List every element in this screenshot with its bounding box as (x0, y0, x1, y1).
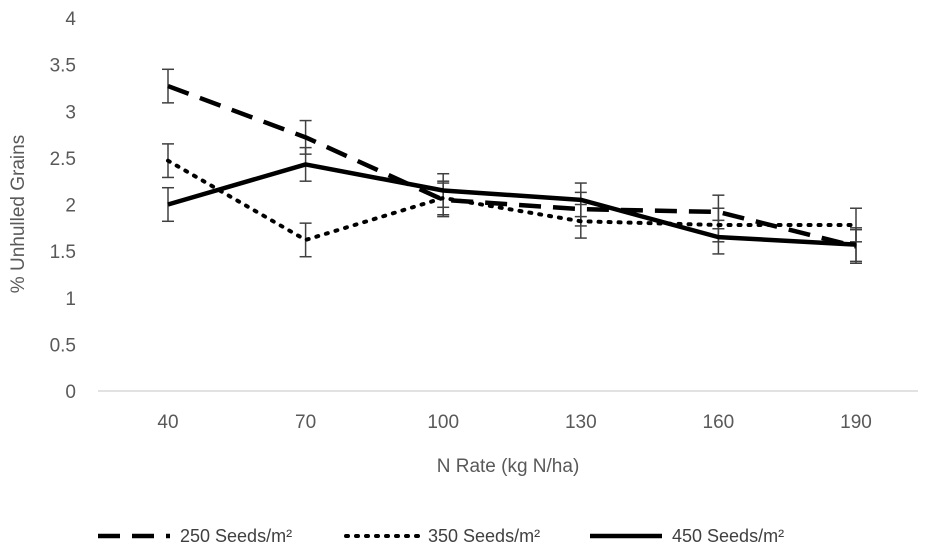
legend-item: 350 Seeds/m² (344, 526, 540, 546)
y-tick-label: 2 (65, 196, 76, 217)
legend-label: 250 Seeds/m² (180, 526, 292, 546)
x-tick-label: 100 (427, 412, 459, 433)
legend-label: 350 Seeds/m² (428, 526, 540, 546)
y-tick-label: 0 (65, 382, 76, 403)
x-tick-label: 70 (295, 412, 316, 433)
legend-label: 450 Seeds/m² (672, 526, 784, 546)
y-tick-label: 3 (65, 102, 76, 123)
x-tick-label: 190 (840, 412, 872, 433)
series-line (167, 83, 857, 249)
error-bars (162, 68, 862, 264)
y-axis-title: % Unhulled Grains (8, 135, 29, 293)
y-tick-label: 2.5 (50, 149, 76, 170)
x-axis-ticks: 40 70 100 130 160 190 (157, 412, 871, 433)
series-line (166, 158, 858, 242)
x-tick-label: 160 (703, 412, 735, 433)
legend-item: 250 Seeds/m² (98, 526, 292, 546)
x-tick-label: 40 (157, 412, 178, 433)
legend: 250 Seeds/m² 350 Seeds/m² 450 Seeds/m² (98, 526, 784, 546)
error-bar (162, 68, 174, 104)
y-tick-label: 4 (65, 9, 76, 30)
x-axis-title: N Rate (kg N/ha) (437, 456, 580, 477)
legend-item: 450 Seeds/m² (590, 526, 784, 546)
y-tick-label: 1.5 (50, 242, 76, 263)
y-tick-label: 3.5 (50, 56, 76, 77)
y-axis-ticks: 0 0.5 1 1.5 2 2.5 3 3.5 4 (50, 9, 77, 403)
series-lines (166, 83, 858, 249)
series-line (167, 162, 857, 247)
y-tick-label: 0.5 (50, 335, 76, 356)
y-tick-label: 1 (65, 289, 76, 310)
x-tick-label: 130 (565, 412, 597, 433)
